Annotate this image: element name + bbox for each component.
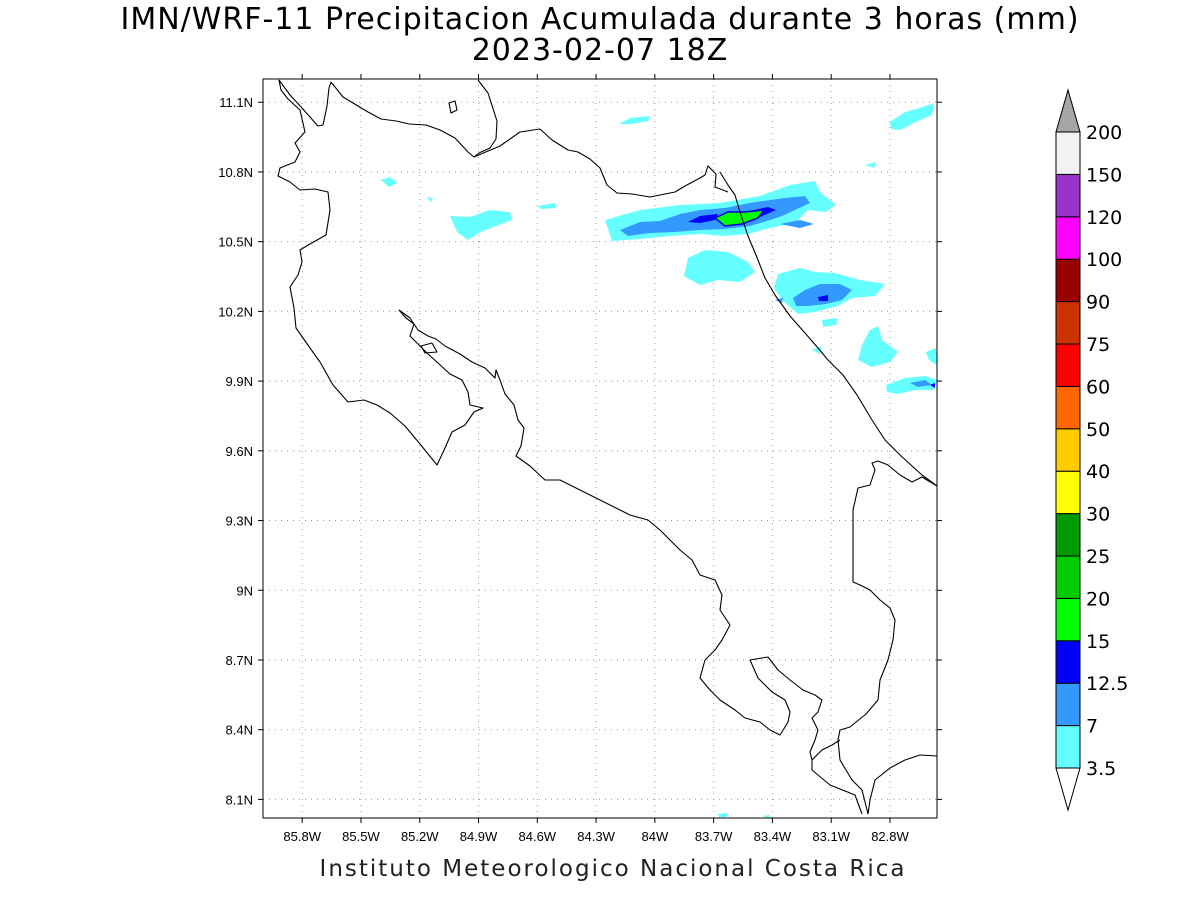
precip-area-3p5: [619, 116, 650, 124]
lon-tick-label: 85.5W: [342, 829, 380, 844]
lat-tick-label: 9.6N: [226, 444, 253, 459]
colorbar-label: 120: [1086, 207, 1122, 229]
colorbar-swatch: [1055, 131, 1081, 175]
colorbar-swatch: [1055, 640, 1081, 684]
coastlines: [277, 79, 938, 815]
lon-tick-label: 83.1W: [812, 829, 850, 844]
colorbar-swatch: [1055, 555, 1081, 599]
osa-peninsula: [749, 656, 863, 815]
lat-tick-label: 10.2N: [218, 304, 253, 319]
colorbar-label: 12.5: [1086, 673, 1128, 695]
lon-tick-label: 83.7W: [695, 829, 733, 844]
precip-area-3p5: [812, 346, 822, 354]
lat-tick-label: 9.3N: [226, 514, 253, 529]
chart-title: IMN/WRF-11 Precipitacion Acumulada duran…: [120, 2, 1080, 37]
pacific-north-coast: [277, 79, 484, 466]
precip-area-3p5: [858, 326, 898, 367]
burica-peninsula: [811, 739, 841, 761]
colorbar-label: 20: [1086, 588, 1110, 610]
colorbar-swatch: [1055, 173, 1081, 218]
precip-area-12p5: [930, 383, 935, 388]
lat-tick-label: 9.9N: [226, 374, 253, 389]
precip-area-3p5: [538, 203, 556, 209]
lon-tick-label: 84.6W: [519, 829, 557, 844]
colorbar-label: 60: [1086, 376, 1110, 398]
lon-tick-label: 84.3W: [577, 829, 615, 844]
map-grid: 11.1N 10.8N 10.5N 10.2N 9.9N 9.6N 9.3N 9N 8.7N 8.…: [218, 74, 942, 844]
colorbar-label: 25: [1086, 546, 1110, 568]
map-frame: [262, 78, 938, 819]
nicoya-island: [420, 342, 438, 354]
golfo-dulce: [744, 659, 791, 736]
nicoya-gulf-coast: [398, 309, 746, 719]
colorbar-swatch: [1055, 428, 1081, 472]
precip-area-12p5: [818, 295, 828, 301]
colorbar-label: 30: [1086, 504, 1110, 526]
colorbar-swatch: [1055, 725, 1081, 769]
colorbar-swatch: [1055, 343, 1081, 387]
precip-area-3p5: [450, 210, 512, 240]
precip-area-15: [713, 209, 766, 227]
lon-tick-label: 84.9W: [460, 829, 498, 844]
colorbar-under-arrow: [1055, 767, 1081, 812]
precip-area-3p5: [890, 103, 934, 130]
precip-area-3p5: [427, 197, 433, 202]
lat-tick-label: 8.7N: [226, 653, 253, 668]
lake-island: [448, 100, 458, 114]
precip-area-7: [793, 284, 852, 306]
colorbar-label: 15: [1086, 631, 1110, 653]
precip-area-3p5: [865, 162, 876, 168]
colorbar-over-arrow: [1055, 88, 1081, 133]
precipitation-fields: [381, 103, 937, 818]
panama-border: [837, 460, 938, 815]
lon-tick-label: 84W: [641, 829, 668, 844]
colorbar-swatch: [1055, 301, 1081, 345]
lon-tick-label: 85.8W: [283, 829, 321, 844]
colorbar-label: 75: [1086, 334, 1110, 356]
colorbar-swatch: [1055, 597, 1081, 642]
san-juan-river: [473, 128, 729, 198]
precip-area-3p5: [718, 813, 728, 817]
precip-area-7: [780, 220, 814, 228]
colorbar-swatch: [1055, 258, 1081, 303]
colorbar-swatch: [1055, 470, 1081, 515]
colorbar-label: 50: [1086, 419, 1110, 441]
colorbar-swatch: [1055, 216, 1081, 260]
precip-area-7: [910, 380, 932, 387]
colorbar-swatch: [1055, 385, 1081, 430]
colorbar: 3.5 7 12.5 15 20 25 30 40 50 60 75 90 100 120 150 200: [1055, 88, 1128, 812]
lat-tick-label: 11.1N: [219, 95, 253, 110]
lat-tick-label: 10.5N: [218, 235, 253, 250]
nicaragua-border: [278, 79, 332, 127]
colorbar-label: 90: [1086, 292, 1110, 314]
colorbar-swatch: [1055, 513, 1081, 557]
lat-tick-label: 8.4N: [226, 723, 253, 738]
footer-credit: Instituto Meteorologico Nacional Costa R…: [319, 856, 907, 882]
lat-tick-label: 8.1N: [226, 792, 253, 807]
colorbar-label: 40: [1086, 461, 1110, 483]
lon-tick-label: 82.8W: [871, 829, 909, 844]
precip-area-12p5: [688, 214, 718, 223]
lat-tick-label: 9N: [236, 583, 253, 598]
lake-nicaragua-shore: [330, 79, 498, 158]
colorbar-label: 3.5: [1086, 758, 1116, 780]
colorbar-swatch: [1055, 682, 1081, 727]
colorbar-label: 150: [1086, 164, 1122, 186]
caribbean-coast: [719, 171, 938, 487]
lat-tick-label: 10.8N: [218, 165, 253, 180]
precip-area-3p5: [684, 250, 755, 285]
precip-area-3p5: [926, 348, 937, 365]
colorbar-label: 200: [1086, 122, 1122, 144]
precip-area-3p5: [822, 318, 838, 327]
precip-area-3p5: [762, 815, 770, 818]
precip-area-3p5: [381, 177, 397, 187]
colorbar-label: 100: [1086, 249, 1122, 271]
chart-date: 2023-02-07 18Z: [471, 33, 729, 68]
colorbar-label: 7: [1086, 716, 1098, 738]
lon-tick-label: 85.2W: [401, 829, 439, 844]
panama-pacific-coast: [867, 754, 938, 815]
lon-tick-label: 83.4W: [754, 829, 792, 844]
